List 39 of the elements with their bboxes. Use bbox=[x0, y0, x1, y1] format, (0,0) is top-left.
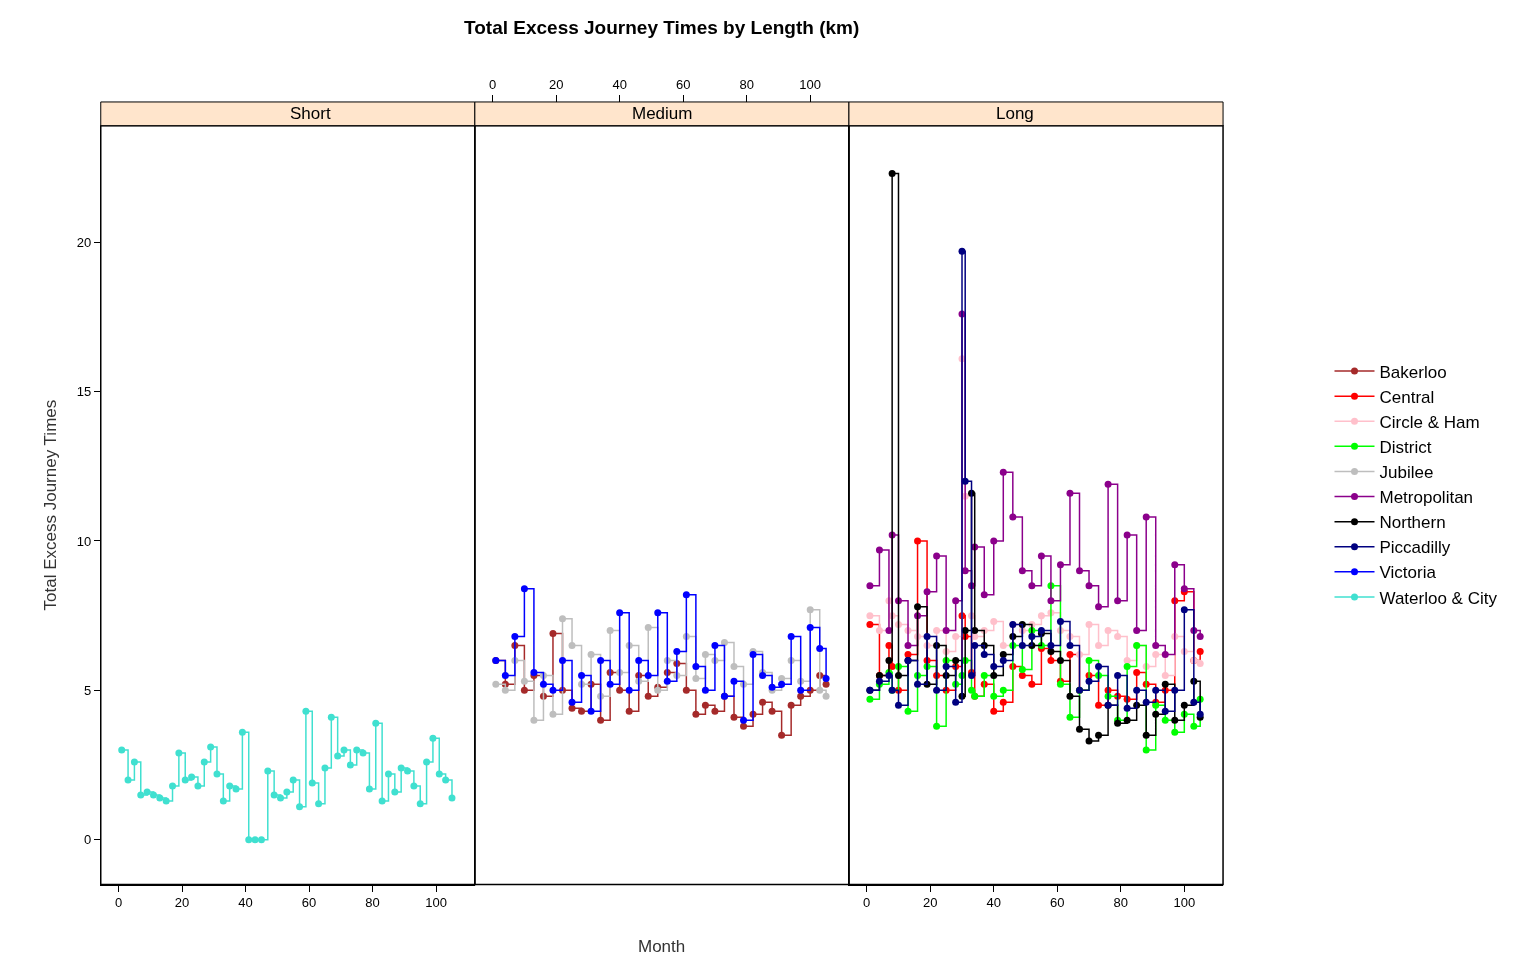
legend-label: Northern bbox=[1379, 513, 1446, 533]
x-tick-label: 80 bbox=[365, 895, 380, 911]
legend-label: Victoria bbox=[1379, 563, 1437, 583]
x-tick-label: 40 bbox=[612, 77, 627, 93]
legend-label: Circle & Ham bbox=[1379, 412, 1480, 432]
legend-label: Waterloo & City bbox=[1379, 588, 1498, 608]
text: Total Excess Journey Times by Length (km) bbox=[464, 17, 860, 38]
x-axis-title: Month bbox=[638, 937, 686, 956]
y-tick-label: 20 bbox=[76, 234, 92, 250]
x-tick-label: 60 bbox=[1050, 895, 1065, 911]
legend-label: Jubilee bbox=[1379, 463, 1434, 483]
x-tick-label: 60 bbox=[675, 77, 691, 93]
x-tick-label: 20 bbox=[923, 895, 938, 911]
x-tick-label: 100 bbox=[425, 895, 447, 911]
x-tick-label: 100 bbox=[1173, 895, 1196, 911]
x-tick-label: 80 bbox=[739, 77, 754, 93]
legend-label: Central bbox=[1379, 387, 1435, 407]
legend-label: Piccadilly bbox=[1379, 538, 1451, 558]
x-tick-label: 40 bbox=[986, 895, 1001, 911]
legend-label: Bakerloo bbox=[1379, 362, 1447, 382]
x-tick-label: 20 bbox=[174, 895, 190, 911]
y-axis-title: Total Excess Journey Times bbox=[41, 399, 61, 611]
y-tick-label: 15 bbox=[76, 384, 92, 400]
y-tick-label: 5 bbox=[83, 682, 92, 698]
chart-title: Medium bbox=[632, 104, 693, 123]
x-tick-label: 0 bbox=[489, 77, 497, 93]
y-tick-label: 0 bbox=[83, 832, 92, 848]
x-tick-label: 80 bbox=[1113, 895, 1129, 911]
chart-title: Short bbox=[290, 104, 331, 123]
legend-label: Metropolitan bbox=[1379, 488, 1474, 508]
chart-title: Long bbox=[996, 104, 1034, 123]
x-tick-label: 40 bbox=[238, 895, 253, 911]
x-tick-label: 0 bbox=[114, 895, 123, 911]
y-tick-label: 10 bbox=[76, 533, 92, 549]
x-tick-label: 60 bbox=[301, 895, 317, 911]
legend-label: District bbox=[1379, 437, 1432, 457]
x-tick-label: 100 bbox=[799, 77, 822, 93]
x-tick-label: 20 bbox=[548, 77, 564, 93]
x-tick-label: 0 bbox=[863, 895, 871, 911]
